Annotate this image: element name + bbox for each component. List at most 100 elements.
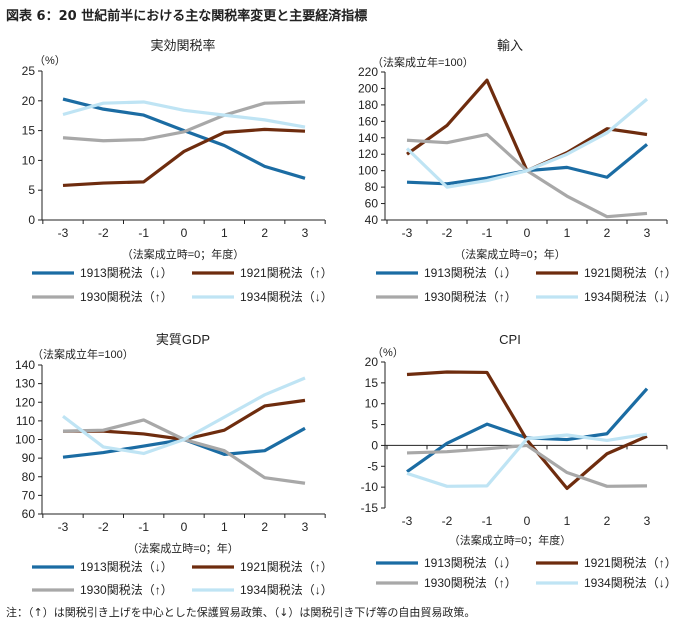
legend-label-1930: 1930関税法（↑） [80,290,173,304]
chart-title: CPI [499,332,521,347]
y-tick-label: 60 [22,507,36,521]
legend-label-1913: 1913関税法（↓） [424,556,517,570]
y-unit-label: （%） [372,346,404,359]
y-tick-label: 15 [365,376,379,390]
chart-panel-1: 実効関税率 （%） 0 5 10 15 20 25 -3 -2 -1 0 1 2 3 （法案成立時=0；年度）… [22,38,333,304]
y-tick-label: 220 [358,65,378,79]
x-tick-label: -3 [402,514,413,528]
y-unit-label: （法案成立年=100） [372,55,474,69]
legend-label-1921: 1921関税法（↑） [240,266,333,280]
x-tick-label: 0 [524,226,531,240]
x-axis-label: （法案成立時=0；年度） [449,533,572,547]
x-axis-label: （法案成立時=0；年） [454,247,566,261]
x-tick-label: -1 [482,226,493,240]
chart-panel-2: 輸入（法案成立年=100）406080100120140160180200220… [358,38,677,304]
y-tick-label: 80 [22,470,36,484]
legend-label-1921: 1921関税法（↑） [240,560,333,574]
x-tick-label: 3 [644,226,651,240]
y-tick-label: 120 [358,147,378,161]
y-tick-label: 130 [15,377,35,391]
y-tick-label: 160 [358,114,378,128]
x-axis-label: （法案成立時=0；年） [127,541,239,555]
x-tick-label: 2 [261,520,268,534]
series-line-1921 [406,78,648,173]
x-tick-label: 3 [302,226,309,240]
series-line-1913 [406,143,649,186]
y-tick-label: 15 [22,124,36,138]
x-tick-label: -1 [138,520,149,534]
y-unit-label: （法案成立年=100） [32,347,134,361]
legend-label-1934: 1934関税法（↓） [240,290,333,304]
y-tick-label: 70 [22,488,36,502]
legend-label-1913: 1913関税法（↓） [424,266,517,280]
x-tick-label: -2 [98,226,109,240]
y-tick-label: 0 [28,213,35,227]
y-tick-label: -15 [361,501,379,515]
y-unit-label: （%） [34,54,66,67]
x-tick-label: 1 [221,520,228,534]
x-tick-label: -3 [58,520,69,534]
y-tick-label: 5 [371,418,378,432]
y-tick-label: -10 [361,480,379,494]
y-tick-label: 100 [15,433,35,447]
legend-label-1913: 1913関税法（↓） [80,266,173,280]
y-tick-label: 0 [371,438,378,452]
y-tick-label: 40 [365,213,379,227]
footnote: 注：（↑）は関税引き上げを中心とした保護貿易政策、（↓）は関税引き下げ等の自由貿… [6,606,476,619]
chart-title: 実質GDP [156,332,210,347]
x-tick-label: -3 [402,226,413,240]
x-tick-label: 0 [181,226,188,240]
y-tick-label: 140 [15,358,35,372]
y-tick-label: 25 [22,64,36,78]
legend-label-1930: 1930関税法（↑） [424,576,517,590]
chart-title: 実効関税率 [150,38,215,53]
figure-title: 図表 6：20 世紀前半における主な関税率変更と主要経済指標 [6,9,368,24]
series-line-1934 [62,376,306,456]
y-tick-label: 60 [365,197,379,211]
legend-label-1921: 1921関税法（↑） [584,266,677,280]
y-tick-label: 10 [22,153,36,167]
legend-label-1934: 1934関税法（↓） [584,290,677,304]
series-line-1921 [63,398,306,442]
x-tick-label: -2 [442,226,453,240]
y-tick-label: 180 [358,98,378,112]
x-tick-label: 1 [564,514,571,528]
y-tick-label: -5 [367,459,378,473]
x-tick-label: 3 [644,514,651,528]
legend-label-1934: 1934関税法（↓） [584,576,677,590]
x-tick-label: 1 [221,226,228,240]
y-tick-label: 10 [365,397,379,411]
legend-label-1913: 1913関税法（↓） [80,560,173,574]
y-tick-label: 90 [22,451,36,465]
y-tick-label: 20 [365,355,379,369]
y-tick-label: 20 [22,94,36,108]
x-tick-label: 2 [261,226,268,240]
chart-panel-3: 実質GDP（法案成立年=100）60708090100110120130140-… [15,332,333,597]
legend-label-1921: 1921関税法（↑） [584,556,677,570]
legend-label-1930: 1930関税法（↑） [80,583,173,597]
legend-label-1934: 1934関税法（↓） [240,583,333,597]
x-tick-label: 0 [181,520,188,534]
y-tick-label: 100 [358,164,378,178]
x-tick-label: -1 [138,226,149,240]
series-line-1934 [62,100,306,129]
x-tick-label: -3 [58,226,69,240]
y-tick-label: 140 [358,131,378,145]
x-axis-label: （法案成立時=0；年度） [122,247,245,261]
y-tick-label: 80 [365,180,379,194]
series-line-1913 [406,387,649,474]
y-tick-label: 200 [358,81,378,95]
y-tick-label: 5 [28,183,35,197]
x-tick-label: -2 [442,514,453,528]
x-tick-label: -2 [98,520,109,534]
y-tick-label: 110 [16,414,35,428]
x-tick-label: 1 [564,226,571,240]
x-tick-label: 0 [524,514,531,528]
legend-label-1930: 1930関税法（↑） [424,290,517,304]
x-tick-label: 2 [604,226,611,240]
x-tick-label: 2 [604,514,611,528]
y-tick-label: 120 [15,395,35,409]
